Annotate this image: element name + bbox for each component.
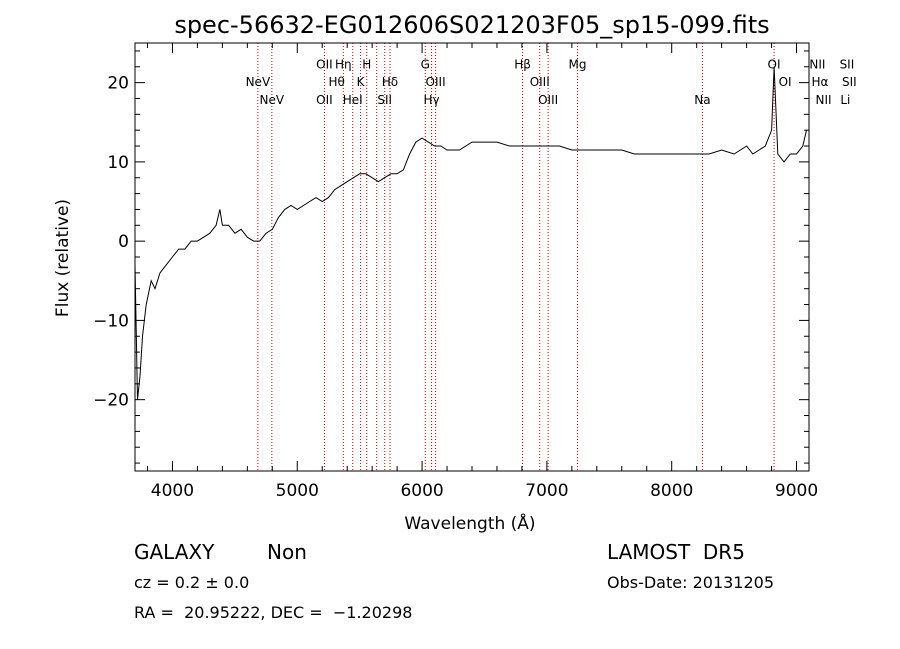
redshift-cz: cz = 0.2 ± 0.0 xyxy=(134,573,250,592)
line-label-1-6: OI xyxy=(779,75,792,89)
x-tick-label-1: 5000 xyxy=(276,481,319,501)
line-label-2-3: SII xyxy=(377,93,392,107)
line-label-1-8: SII xyxy=(842,75,857,89)
line-label-2-8: Li xyxy=(840,93,850,107)
line-label-2-1: OII xyxy=(316,93,333,107)
coordinates: RA = 20.95222, DEC = −1.20298 xyxy=(134,603,413,622)
chart-title: spec-56632-EG012606S021203F05_sp15-099.f… xyxy=(174,11,769,39)
line-label-0-1: Hη xyxy=(335,57,352,71)
x-tick-label-5: 9000 xyxy=(775,481,818,501)
observation-date: Obs-Date: 20131205 xyxy=(607,573,775,592)
line-label-2-5: OIII xyxy=(538,93,558,107)
line-label-0-0: OII xyxy=(316,57,333,71)
line-label-1-7: Hα xyxy=(812,75,829,89)
line-label-1-3: Hδ xyxy=(382,75,398,89)
y-tick-label-2: 0 xyxy=(118,232,129,252)
y-axis-ticks: −20 −10 0 10 20 xyxy=(93,50,809,464)
line-label-1-4: OIII xyxy=(426,75,446,89)
line-label-1-0: NeV xyxy=(246,75,271,89)
object-class: GALAXY xyxy=(134,540,215,564)
object-subclass: Non xyxy=(267,540,307,564)
line-label-1-5: OIII xyxy=(530,75,550,89)
line-label-0-7: NII xyxy=(809,57,825,71)
line-label-0-2: H xyxy=(362,57,371,71)
line-label-2-2: HeI xyxy=(343,93,363,107)
line-label-0-8: SII xyxy=(840,57,855,71)
x-tick-label-0: 4000 xyxy=(151,481,194,501)
line-label-0-5: Mg xyxy=(568,57,586,71)
line-label-1-1: Hθ xyxy=(328,75,344,89)
y-axis-label: Flux (relative) xyxy=(53,199,73,317)
plot-frame xyxy=(134,42,810,472)
line-label-2-4: Hγ xyxy=(423,93,439,107)
line-label-0-3: G xyxy=(421,57,430,71)
y-tick-label-3: 10 xyxy=(107,153,129,173)
spectrum-line xyxy=(134,66,807,400)
line-label-2-6: Na xyxy=(694,93,710,107)
survey-name: LAMOST DR5 xyxy=(607,540,745,564)
line-label-0-4: Hβ xyxy=(514,57,531,71)
line-label-2-7: NII xyxy=(815,93,831,107)
x-tick-label-2: 6000 xyxy=(400,481,443,501)
y-tick-label-1: −10 xyxy=(93,311,129,331)
emission-line-markers xyxy=(257,43,775,471)
x-tick-label-3: 7000 xyxy=(525,481,568,501)
x-axis-ticks: 4000 5000 6000 7000 8000 9000 xyxy=(146,43,818,501)
line-label-2-0: NeV xyxy=(260,93,285,107)
x-axis-label: Wavelength (Å) xyxy=(404,512,535,534)
y-tick-label-4: 20 xyxy=(107,74,129,94)
y-tick-label-0: −20 xyxy=(93,391,129,411)
line-label-0-6: OI xyxy=(768,57,781,71)
line-label-1-2: K xyxy=(357,75,366,89)
x-tick-label-4: 8000 xyxy=(650,481,693,501)
